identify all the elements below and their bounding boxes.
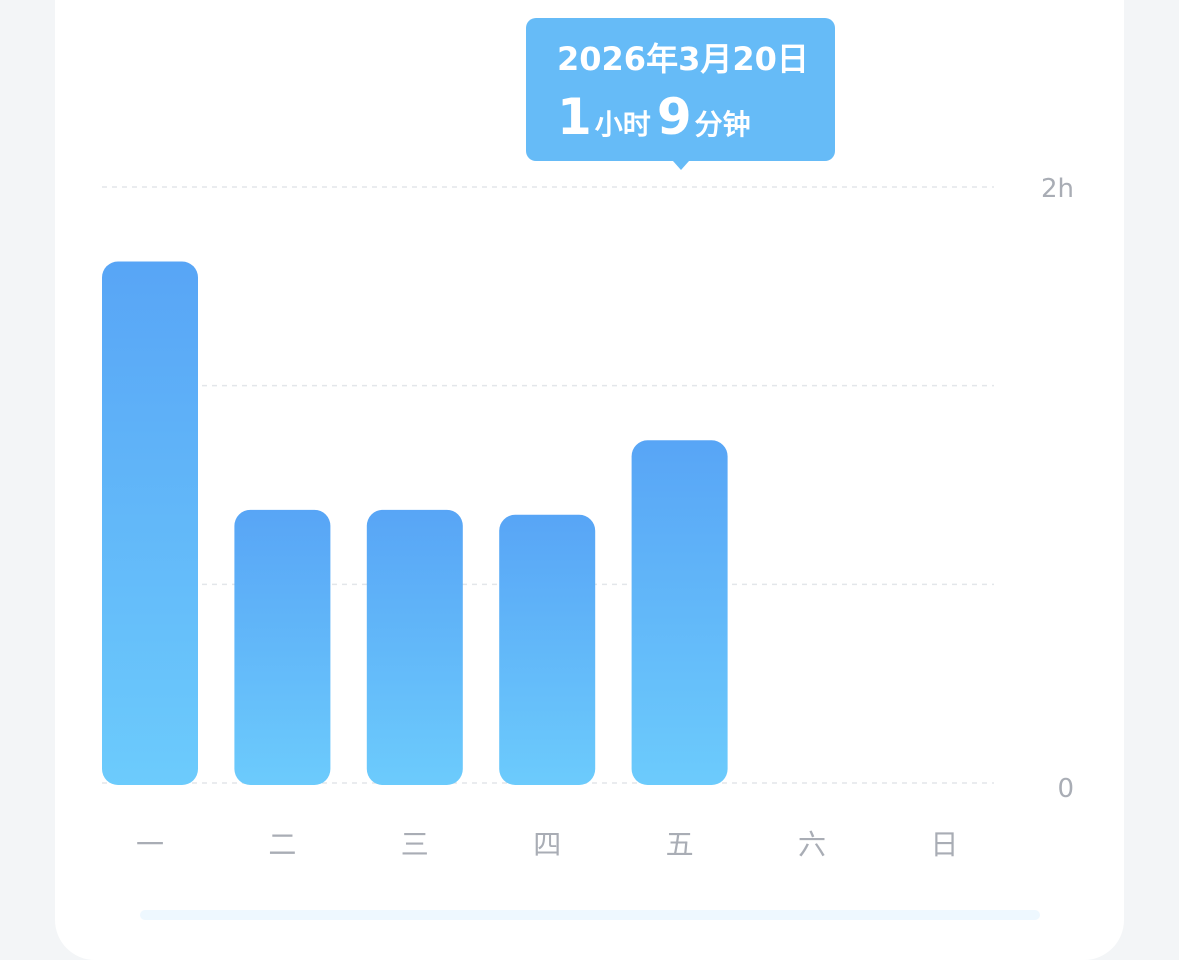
- x-tick-label: 一: [136, 828, 164, 861]
- bar-二[interactable]: [234, 509, 331, 785]
- bar-chart: 2h 0 一 二 三 四 五 六 日: [102, 174, 1074, 861]
- tooltip-minutes: 9: [656, 88, 692, 146]
- x-tick-label: 四: [533, 828, 561, 861]
- tooltip-hours: 1: [557, 88, 592, 146]
- x-tick-label: 五: [666, 828, 694, 861]
- x-tick-label: 二: [268, 828, 296, 861]
- tooltip-hours-unit: 小时: [594, 108, 651, 141]
- y-tick-label: 2h: [1041, 174, 1074, 204]
- tooltip: 2026年3月20日 1 小时 9 分钟: [526, 18, 835, 170]
- bar-四[interactable]: [499, 514, 596, 785]
- bar-五[interactable]: [631, 440, 728, 785]
- x-tick-label: 日: [930, 828, 958, 861]
- bar-一[interactable]: [102, 261, 198, 786]
- bar-三[interactable]: [366, 509, 463, 785]
- tooltip-duration: 1 小时 9 分钟: [557, 88, 757, 146]
- bottom-panel: [140, 910, 1040, 920]
- tooltip-minutes-unit: 分钟: [694, 108, 751, 141]
- y-tick-label: 0: [1057, 774, 1074, 804]
- tooltip-date: 2026年3月20日: [557, 40, 809, 78]
- x-tick-label: 六: [798, 828, 826, 861]
- x-tick-label: 三: [401, 828, 429, 861]
